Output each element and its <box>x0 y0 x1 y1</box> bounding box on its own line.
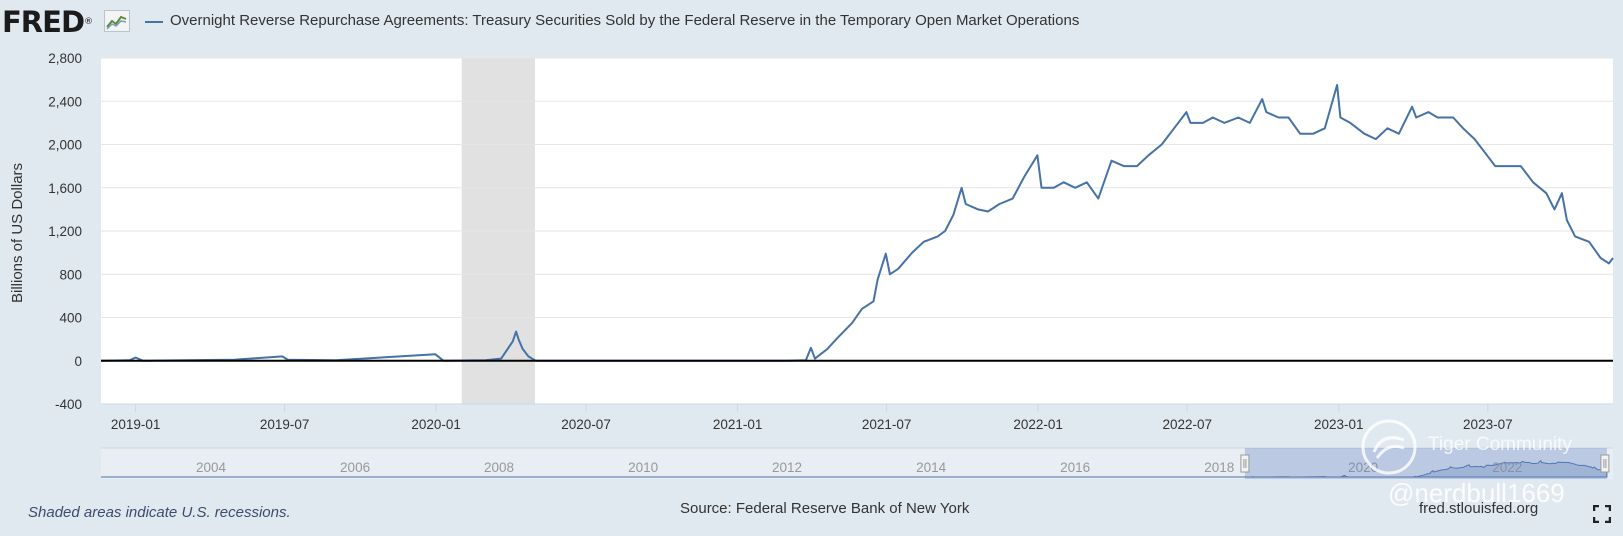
chart-title: Overnight Reverse Repurchase Agreements:… <box>170 12 1080 29</box>
fred-logo-text: FRED <box>2 5 85 39</box>
y-tick-label: -400 <box>55 397 82 412</box>
y-tick-label: 2,800 <box>48 51 82 66</box>
navigator-axis: 2004200620082010201220142016201820202022 <box>196 460 1522 475</box>
navigator-tick-label: 2012 <box>772 460 802 475</box>
watermark-brand: Tiger Community <box>1428 434 1572 455</box>
y-axis-title: Billions of US Dollars <box>9 163 26 303</box>
y-tick-label: 1,600 <box>48 181 82 196</box>
navigator[interactable]: 2004200620082010201220142016201820202022 <box>101 447 1613 479</box>
navigator-background <box>101 448 1613 479</box>
recession-note: Shaded areas indicate U.S. recessions. <box>28 504 291 521</box>
chart-svg[interactable]: -400 0 400 800 1,200 1,600 2,000 2,400 2,800 201… <box>0 0 1623 500</box>
registered-mark: ® <box>84 17 93 27</box>
navigator-tick-label: 2010 <box>628 460 658 475</box>
y-tick-label: 2,000 <box>48 138 82 153</box>
x-tick-label: 2023-07 <box>1463 417 1513 432</box>
navigator-tick-label: 2004 <box>196 460 227 475</box>
y-tick-label: 800 <box>59 267 82 282</box>
navigator-selected-range[interactable] <box>1244 448 1607 479</box>
legend-swatch <box>145 21 163 23</box>
navigator-tick-label: 2016 <box>1060 460 1090 475</box>
series-line[interactable] <box>100 84 1614 362</box>
tiger-logo-icon <box>1361 419 1417 475</box>
chart-header: FRED® Overnight Reverse Repurchase Agree… <box>0 0 1623 46</box>
x-tick-label: 2019-01 <box>111 417 161 432</box>
y-tick-label: 1,200 <box>48 224 82 239</box>
fred-logo[interactable]: FRED® <box>2 5 93 39</box>
navigator-tick-label: 2008 <box>484 460 514 475</box>
y-axis: -400 0 400 800 1,200 1,600 2,000 2,400 2,800 <box>48 51 82 412</box>
x-axis: 2019-01 2019-07 2020-01 2020-07 2021-01 2021-… <box>101 403 1613 432</box>
y-tick-label: 2,400 <box>48 94 82 109</box>
navigator-tick-label: 2018 <box>1204 460 1234 475</box>
x-tick-label: 2019-07 <box>260 417 310 432</box>
x-tick-label: 2021-01 <box>713 417 763 432</box>
fred-url[interactable]: fred.stlouisfed.org <box>1419 500 1539 517</box>
navigator-handle-right[interactable] <box>1600 454 1610 473</box>
navigator-handle-left[interactable] <box>1240 454 1250 473</box>
source-note: Source: Federal Reserve Bank of New York <box>680 500 970 517</box>
navigator-tick-label: 2006 <box>340 460 370 475</box>
navigator-series <box>101 459 1608 478</box>
x-tick-label: 2023-01 <box>1314 417 1364 432</box>
x-tick-label: 2022-07 <box>1162 417 1212 432</box>
x-tick-label: 2022-01 <box>1013 417 1063 432</box>
x-tick-label: 2021-07 <box>862 417 912 432</box>
y-tick-label: 0 <box>74 354 82 369</box>
fullscreen-icon[interactable] <box>1593 505 1611 523</box>
chart-logo-icon <box>104 10 130 32</box>
y-tick-label: 400 <box>59 311 82 326</box>
watermark-handle: @nerdbull1669 <box>1388 478 1565 508</box>
navigator-tick-label: 2014 <box>916 460 947 475</box>
x-tick-label: 2020-01 <box>411 417 461 432</box>
navigator-tick-label: 2022 <box>1492 460 1522 475</box>
x-tick-label: 2020-07 <box>561 417 611 432</box>
